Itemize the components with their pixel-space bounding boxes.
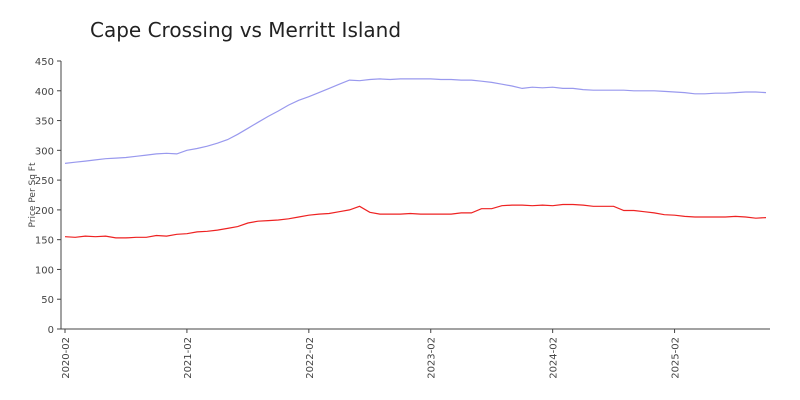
y-tick-label: 150 — [35, 236, 54, 247]
y-axis-label: Price Per Sq Ft — [28, 162, 38, 227]
y-tick-label: 50 — [41, 295, 54, 306]
x-tick-label: 2023-02 — [427, 337, 438, 379]
y-tick-label: 400 — [35, 87, 54, 98]
y-tick-label: 100 — [35, 265, 54, 276]
x-tick-label: 2020-02 — [61, 337, 72, 379]
y-tick-label: 0 — [48, 325, 54, 336]
x-tick-label: 2024-02 — [549, 337, 560, 379]
y-tick-label: 450 — [35, 57, 54, 68]
x-tick-label: 2021-02 — [183, 337, 194, 379]
series-line — [64, 203, 767, 239]
series-line — [64, 78, 767, 164]
y-tick-label: 350 — [35, 117, 54, 128]
y-tick-label: 250 — [35, 176, 54, 187]
x-tick-label: 2022-02 — [305, 337, 316, 379]
chart-title: Cape Crossing vs Merritt Island — [90, 18, 401, 42]
y-tick-label: 300 — [35, 146, 54, 157]
x-tick-label: 2025-02 — [671, 337, 682, 379]
y-tick-label: 200 — [35, 206, 54, 217]
